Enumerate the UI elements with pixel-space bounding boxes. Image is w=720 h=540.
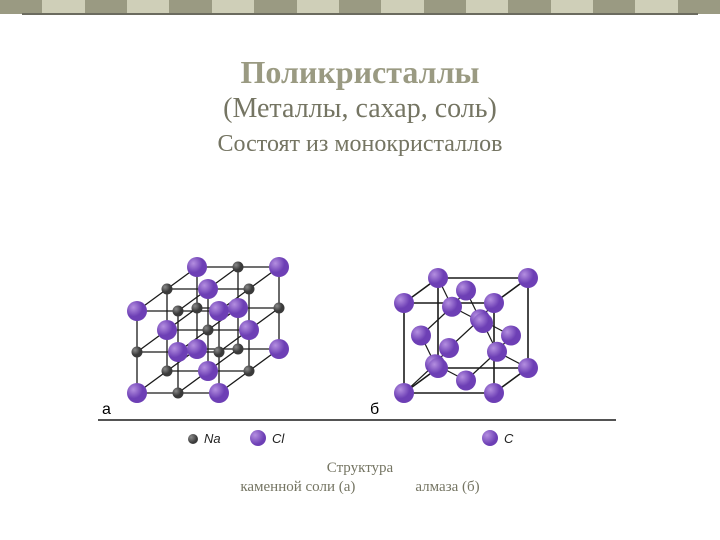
top-accent-rule [22, 13, 698, 15]
crystal-diagram-svg: аб [92, 178, 622, 452]
caption-left: каменной соли (а) [240, 479, 355, 495]
svg-text:а: а [102, 401, 111, 418]
slide-description: Состоят из монокристаллов [0, 131, 720, 158]
svg-text:б: б [370, 401, 379, 418]
caption-block: Структура каменной соли (а) алмаза (б) [0, 460, 720, 496]
legend-label-c: C [504, 431, 513, 446]
slide-title: Поликристаллы [0, 54, 720, 91]
title-block: Поликристаллы (Металлы, сахар, соль) Сос… [0, 54, 720, 158]
legend-dot-c [482, 430, 498, 446]
legend-dot-cl [250, 430, 266, 446]
legend-na: Na [188, 431, 221, 446]
caption-line2: каменной соли (а) алмаза (б) [0, 479, 720, 496]
legend-row: Na Cl C [92, 422, 622, 452]
legend-label-na: Na [204, 431, 221, 446]
legend-label-cl: Cl [272, 431, 284, 446]
slide-subtitle: (Металлы, сахар, соль) [0, 93, 720, 125]
caption-right: алмаза (б) [415, 479, 479, 495]
caption-line1: Структура [0, 460, 720, 477]
legend-dot-na [188, 434, 198, 444]
diagram-area: аб Na Cl C [92, 178, 622, 452]
top-accent-bar [0, 0, 720, 14]
legend-cl: Cl [250, 430, 284, 446]
legend-c: C [482, 430, 513, 446]
